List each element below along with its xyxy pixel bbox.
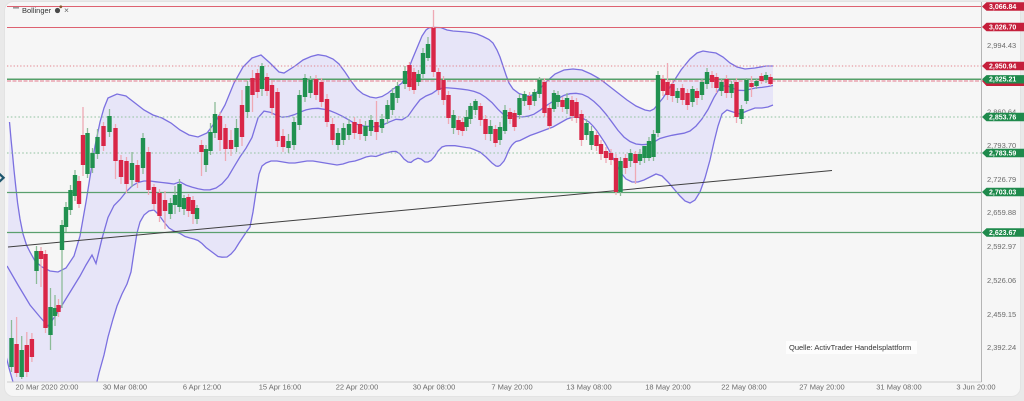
- svg-text:22 May 08:00: 22 May 08:00: [721, 383, 766, 392]
- svg-text:2,392.24: 2,392.24: [987, 343, 1016, 352]
- svg-text:2,703.03: 2,703.03: [989, 189, 1016, 196]
- svg-text:2,853.76: 2,853.76: [989, 114, 1016, 121]
- svg-text:2,994.43: 2,994.43: [987, 41, 1016, 50]
- svg-text:15 Apr 16:00: 15 Apr 16:00: [259, 383, 302, 392]
- svg-text:2,793.70: 2,793.70: [987, 141, 1016, 150]
- svg-text:2,592.97: 2,592.97: [987, 242, 1016, 251]
- svg-text:22 Apr 20:00: 22 Apr 20:00: [336, 383, 379, 392]
- svg-text:27 May 20:00: 27 May 20:00: [799, 383, 844, 392]
- svg-text:2,623.67: 2,623.67: [989, 230, 1016, 237]
- svg-text:2,726.79: 2,726.79: [987, 175, 1016, 184]
- svg-text:30 Mar 08:00: 30 Mar 08:00: [103, 383, 147, 392]
- svg-text:2,950.94: 2,950.94: [989, 63, 1016, 70]
- svg-text:7 May 20:00: 7 May 20:00: [491, 383, 532, 392]
- svg-text:6 Apr 12:00: 6 Apr 12:00: [183, 383, 221, 392]
- svg-text:13 May 08:00: 13 May 08:00: [566, 383, 611, 392]
- svg-text:3,026.70: 3,026.70: [989, 24, 1016, 31]
- svg-text:3 Jun 20:00: 3 Jun 20:00: [956, 383, 995, 392]
- svg-text:2,860.64: 2,860.64: [987, 108, 1016, 117]
- svg-text:3,066.84: 3,066.84: [989, 4, 1016, 11]
- svg-text:Bollinger: Bollinger: [22, 6, 52, 15]
- svg-text:×: ×: [64, 5, 69, 15]
- svg-text:2,526.06: 2,526.06: [987, 276, 1016, 285]
- svg-text:2,459.15: 2,459.15: [987, 310, 1016, 319]
- svg-text:Quelle: ActivTrader Handelspla: Quelle: ActivTrader Handelsplattform: [789, 343, 911, 352]
- svg-text:2,925.21: 2,925.21: [989, 77, 1016, 84]
- svg-text:31 May 08:00: 31 May 08:00: [876, 383, 921, 392]
- svg-text:2,659.88: 2,659.88: [987, 208, 1016, 217]
- svg-text:2,783.59: 2,783.59: [989, 150, 1016, 157]
- svg-text:30 Apr 08:00: 30 Apr 08:00: [413, 383, 456, 392]
- svg-text:20 Mar 2020 20:00: 20 Mar 2020 20:00: [16, 383, 79, 392]
- svg-text:18 May 20:00: 18 May 20:00: [645, 383, 690, 392]
